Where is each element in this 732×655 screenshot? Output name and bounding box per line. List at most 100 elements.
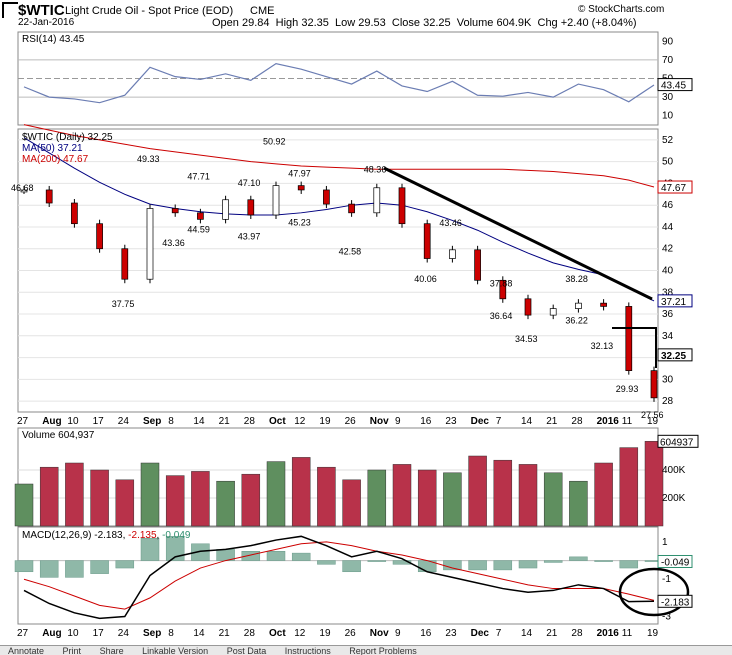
high-label: High xyxy=(275,17,299,29)
macd-hist-bar xyxy=(266,551,286,561)
downtrend-line xyxy=(383,166,653,301)
macd-label-signal: -2.135 xyxy=(128,530,157,541)
x-axis-top: 27 Aug 10 17 24 Sep 8 14 21 28 Oct 12 19 26 Nov 9 16 23 De… xyxy=(17,416,659,427)
macd-hist-bar xyxy=(367,560,387,562)
volume-bar xyxy=(417,469,437,527)
volume-tick: 400K xyxy=(662,465,686,476)
candle-body xyxy=(398,187,406,225)
high-value: 32.35 xyxy=(301,17,329,29)
footer-share[interactable]: Share xyxy=(99,646,124,655)
x-tick-label: 24 xyxy=(118,416,130,427)
x-tick-label: 10 xyxy=(67,628,79,639)
macd-histogram xyxy=(14,536,664,578)
macd-frame xyxy=(17,526,659,625)
footer-linkable[interactable]: Linkable Version xyxy=(142,646,209,655)
candle-body xyxy=(121,248,129,280)
x-tick-label: 14 xyxy=(193,416,205,427)
volume-bar xyxy=(14,483,34,527)
price-annotation: 46.68 xyxy=(11,183,34,193)
close-value: 32.25 xyxy=(423,17,451,29)
macd-label-macd: -2.183 xyxy=(94,530,123,541)
macd-tick: -3 xyxy=(662,612,671,623)
x-tick-label: 7 xyxy=(496,416,502,427)
x-tick-label: 9 xyxy=(395,416,401,427)
x-tick-label: Nov xyxy=(370,416,389,427)
footer-print[interactable]: Print xyxy=(62,646,82,655)
macd-hist-bar xyxy=(115,560,135,569)
chg-label: Chg xyxy=(537,17,558,29)
price-annotation: 37.88 xyxy=(490,279,513,289)
footer-instructions[interactable]: Instructions xyxy=(284,646,331,655)
volume-bar xyxy=(367,469,387,527)
price-annotation: 40.06 xyxy=(414,274,437,284)
macd-hist-bar xyxy=(342,560,361,573)
x-tick-label: 10 xyxy=(67,416,79,427)
price-tick: 28 xyxy=(662,396,674,407)
x-tick-label: 9 xyxy=(395,628,401,639)
x-tick-label: 21 xyxy=(546,628,558,639)
volume-bar xyxy=(342,479,361,527)
low-value: 29.53 xyxy=(358,17,386,29)
price-value-text: 37.21 xyxy=(661,297,686,308)
macd-hist-bar xyxy=(241,551,261,561)
price-annotation: 29.93 xyxy=(616,384,639,394)
x-tick-label: 19 xyxy=(647,628,659,639)
price-value-tag xyxy=(657,348,693,362)
footer-report[interactable]: Report Problems xyxy=(349,646,417,655)
volume-value-text: 604937 xyxy=(660,437,694,448)
rsi-tick: 90 xyxy=(662,36,674,47)
volume-bar xyxy=(569,480,588,527)
price-panel: 46.68 49.33 37.75 43.36 47.71 44.59 47.10 43.97… xyxy=(11,124,693,420)
volume-label: Volume xyxy=(456,17,494,29)
footer-post-data[interactable]: Post Data xyxy=(226,646,267,655)
price-value-tag xyxy=(657,180,693,194)
price-annotation: 42.58 xyxy=(339,246,362,256)
rsi-tick: 10 xyxy=(662,111,674,122)
volume-bar xyxy=(594,462,613,527)
macd-hist-bar xyxy=(140,537,160,561)
price-annotations: 46.68 49.33 37.75 43.36 47.71 44.59 47.10 43.97… xyxy=(11,137,664,420)
price-label: $WTIC (Daily) 32.25 xyxy=(22,132,113,143)
candle-body xyxy=(474,249,481,281)
rsi-tick: 70 xyxy=(662,55,674,66)
footer-annotate[interactable]: Annotate xyxy=(8,646,45,655)
price-value-text: 47.67 xyxy=(661,183,686,194)
x-tick-label: 23 xyxy=(445,628,457,639)
x-tick-label: 28 xyxy=(571,628,583,639)
exchange: CME xyxy=(250,5,275,17)
chg-value: +2.40 (+8.04%) xyxy=(560,17,637,29)
macd-tick: 1 xyxy=(662,537,668,548)
volume-panel: 400K 200K 604937 Volume 604,937 xyxy=(14,427,699,527)
brand-logo[interactable]: © StockCharts.com xyxy=(578,4,665,15)
x-tick-label: 28 xyxy=(244,416,256,427)
price-value-text: 32.25 xyxy=(661,351,686,362)
candle-body xyxy=(222,199,229,220)
macd-line xyxy=(23,535,655,620)
x-tick-label: 17 xyxy=(93,416,105,427)
volume-bar xyxy=(115,479,135,527)
price-annotation: 47.71 xyxy=(187,172,210,182)
volume-bar xyxy=(291,457,311,527)
x-tick-label: 24 xyxy=(118,628,130,639)
macd-tick: -1 xyxy=(662,574,671,585)
instrument-name: Light Crude Oil - Spot Price (EOD) xyxy=(65,5,234,17)
x-tick-label: 27 xyxy=(17,416,29,427)
candle-body xyxy=(423,223,431,259)
x-tick-label: 14 xyxy=(521,416,533,427)
x-tick-label: 16 xyxy=(420,628,432,639)
x-tick-label: 23 xyxy=(445,416,457,427)
ma200-line xyxy=(23,124,655,188)
x-tick-label: 19 xyxy=(647,416,659,427)
price-tick: 46 xyxy=(662,200,674,211)
price-annotation: 43.36 xyxy=(162,238,185,248)
macd-value-text: -2.183 xyxy=(661,597,690,608)
macd-label: MACD(12,26,9) -2.183, -2.135, -0.049 xyxy=(22,530,191,541)
x-tick-label: 26 xyxy=(345,628,357,639)
price-tick: 44 xyxy=(662,222,674,233)
macd-hist-bar xyxy=(619,560,639,569)
volume-bar xyxy=(443,472,462,527)
candle-body xyxy=(449,249,456,259)
chart-header: $WTIC Light Crude Oil - Spot Price (EOD)… xyxy=(0,2,732,30)
price-tick: 40 xyxy=(662,266,674,277)
